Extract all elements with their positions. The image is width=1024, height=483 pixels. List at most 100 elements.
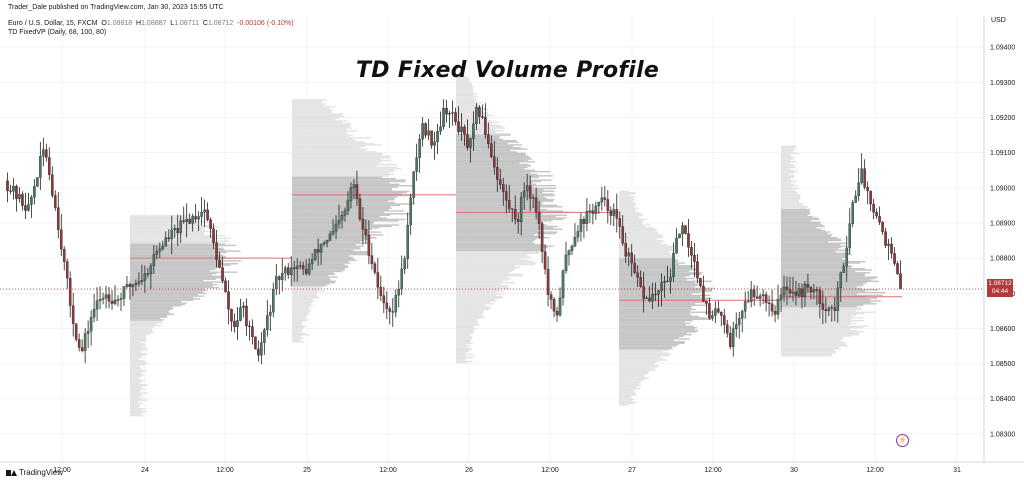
profile-bar bbox=[292, 296, 319, 298]
profile-bar bbox=[456, 151, 517, 153]
price-tick-label: 1.08400 bbox=[990, 396, 1015, 403]
candle-down bbox=[304, 268, 308, 274]
profile-bar bbox=[781, 155, 793, 157]
profile-bar bbox=[619, 329, 699, 332]
candle-down bbox=[624, 243, 628, 257]
candle-up bbox=[83, 333, 87, 351]
candle-down bbox=[767, 302, 771, 304]
candle-down bbox=[603, 197, 607, 200]
profile-bar bbox=[292, 260, 349, 263]
profile-bar bbox=[781, 237, 838, 239]
candle-up bbox=[116, 299, 120, 301]
profile-bar bbox=[292, 331, 302, 333]
tradingview-logo[interactable]: TradingView bbox=[6, 468, 63, 477]
profile-bar bbox=[292, 137, 372, 139]
profile-bar bbox=[130, 341, 142, 344]
candle bbox=[618, 211, 622, 239]
candle bbox=[788, 276, 792, 299]
candle-up bbox=[310, 259, 314, 265]
profile-bar bbox=[292, 231, 382, 233]
price-axis[interactable]: 1.09400 1.09300 1.09200 1.09100 1.09000 1.089… bbox=[990, 45, 1015, 439]
symbol-name: Euro / U.S. Dollar, 15, FXCM bbox=[8, 20, 98, 27]
profile-bar bbox=[292, 322, 303, 325]
candle-up bbox=[576, 231, 580, 238]
candle bbox=[717, 300, 720, 314]
lightning-icon[interactable]: ⚡ bbox=[896, 434, 909, 447]
candle-up bbox=[394, 295, 398, 313]
profile-bar bbox=[292, 329, 303, 332]
candle-up bbox=[714, 308, 717, 316]
profile-bar bbox=[456, 222, 541, 225]
candle-down bbox=[788, 289, 792, 294]
candle-down bbox=[215, 242, 218, 260]
profile-bar bbox=[456, 103, 480, 105]
profile-bar bbox=[130, 300, 181, 303]
logo-text: TradingView bbox=[19, 468, 64, 477]
profile-bar bbox=[130, 348, 148, 351]
candle bbox=[582, 216, 586, 239]
profile-bar bbox=[292, 327, 305, 329]
candle-down bbox=[245, 305, 248, 327]
candle bbox=[101, 292, 105, 305]
candle bbox=[248, 320, 251, 341]
candle-down bbox=[543, 251, 547, 270]
candle-down bbox=[875, 212, 878, 217]
candle bbox=[161, 240, 165, 251]
profile-bar bbox=[456, 94, 474, 97]
candle-down bbox=[755, 296, 759, 299]
candle-up bbox=[242, 305, 245, 308]
candle-up bbox=[95, 300, 99, 310]
candle bbox=[230, 308, 233, 332]
candle-down bbox=[364, 229, 368, 236]
profile-bar bbox=[619, 314, 692, 316]
candle-down bbox=[316, 249, 320, 253]
profile-bar bbox=[292, 303, 311, 305]
profile-bar bbox=[781, 332, 859, 335]
candle-up bbox=[131, 284, 135, 287]
candle bbox=[812, 284, 816, 300]
time-tick-label: 26 bbox=[465, 467, 473, 474]
profile-bar bbox=[781, 176, 795, 178]
profile-bar bbox=[781, 200, 800, 202]
profile-bar bbox=[130, 351, 142, 354]
candle-down bbox=[466, 134, 469, 148]
candle-down bbox=[609, 210, 613, 216]
profile-bar bbox=[292, 128, 347, 131]
profile-bar bbox=[781, 282, 867, 284]
profile-bar bbox=[781, 342, 846, 344]
profile-bar bbox=[781, 352, 837, 354]
currency-label[interactable]: USD bbox=[991, 17, 1006, 24]
profile-bar bbox=[456, 225, 559, 228]
candle bbox=[705, 300, 708, 316]
profile-bar bbox=[456, 343, 467, 346]
price-tick-label: 1.08500 bbox=[990, 361, 1015, 368]
candle-up bbox=[319, 243, 323, 253]
profile-bar bbox=[292, 276, 338, 278]
candle bbox=[86, 320, 90, 349]
candle-down bbox=[15, 185, 18, 199]
profile-bar bbox=[619, 325, 694, 328]
profile-bar bbox=[130, 382, 141, 384]
symbol-legend[interactable]: Euro / U.S. Dollar, 15, FXCM O1.08818 H1… bbox=[8, 19, 294, 28]
profile-bar bbox=[781, 196, 801, 198]
profile-bar bbox=[456, 319, 478, 322]
profile-bar bbox=[781, 287, 862, 290]
candle-up bbox=[758, 295, 762, 299]
profile-bar bbox=[130, 334, 147, 337]
profile-bar bbox=[130, 295, 205, 297]
indicator-legend[interactable]: TD FixedVP (Daily, 68, 100, 80) bbox=[8, 29, 107, 36]
profile-bar bbox=[456, 100, 477, 103]
time-axis[interactable]: 12:00 24 12:00 25 12:00 26 12:00 27 12:00 30 12:00… bbox=[53, 467, 961, 474]
candle bbox=[728, 326, 732, 350]
profile-bar bbox=[292, 270, 343, 273]
profile-bar bbox=[130, 284, 218, 286]
candle bbox=[433, 132, 436, 160]
candle-up bbox=[239, 307, 242, 321]
profile-bar bbox=[130, 279, 204, 282]
profile-bar bbox=[130, 260, 242, 262]
volume-profile-30 bbox=[781, 145, 886, 357]
profile-bar bbox=[292, 255, 350, 257]
profile-bar bbox=[781, 262, 861, 264]
profile-bar bbox=[292, 103, 326, 105]
